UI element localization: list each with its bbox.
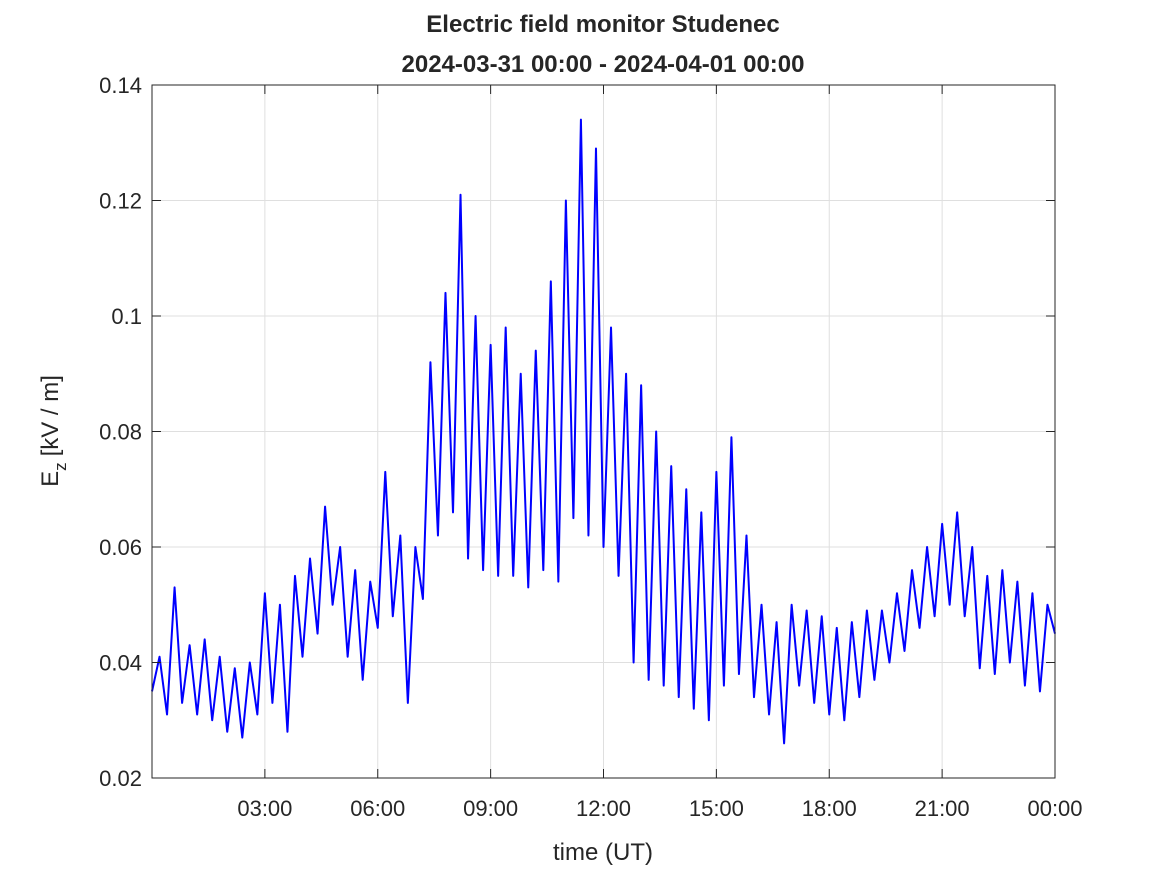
- data-layer: [151, 118, 1056, 745]
- y-tick-label: 0.04: [99, 651, 142, 676]
- data-line: [151, 118, 1056, 745]
- x-axis-label: time (UT): [553, 839, 653, 866]
- y-tick-label: 0.02: [99, 766, 142, 791]
- x-tick-label: 03:00: [237, 796, 292, 821]
- chart-title: Electric field monitor Studenec: [426, 11, 779, 38]
- y-label-unit: [kV / m]: [37, 375, 64, 456]
- ticks: 0.02 0.04 0.06 0.08 0.1 0.12 0.14 03:00 06:00 09:…: [99, 73, 1082, 821]
- x-tick-label: 18:00: [802, 796, 857, 821]
- y-axis-label: Ez [kV / m]: [37, 375, 70, 487]
- chart-subtitle: 2024-03-31 00:00 - 2024-04-01 00:00: [402, 51, 805, 78]
- y-label-subscript: z: [51, 462, 70, 471]
- y-tick-label: 0.14: [99, 73, 142, 98]
- y-tick-label: 0.12: [99, 189, 142, 214]
- y-tick-label: 0.06: [99, 535, 142, 560]
- x-tick-label: 15:00: [689, 796, 744, 821]
- y-label-main: E: [37, 471, 64, 487]
- x-tick-label: 00:00: [1027, 796, 1082, 821]
- y-tick-label: 0.1: [111, 304, 142, 329]
- y-tick-label: 0.08: [99, 420, 142, 445]
- x-tick-label: 12:00: [576, 796, 631, 821]
- x-tick-label: 21:00: [915, 796, 970, 821]
- x-tick-label: 06:00: [350, 796, 405, 821]
- x-tick-label: 09:00: [463, 796, 518, 821]
